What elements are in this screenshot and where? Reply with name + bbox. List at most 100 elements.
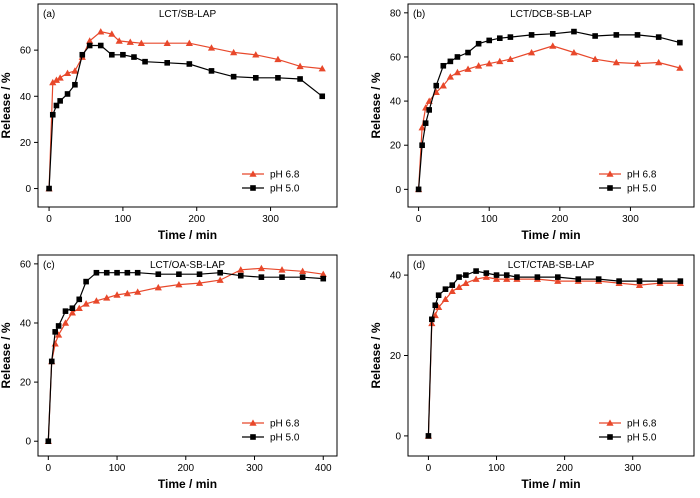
data-point bbox=[655, 34, 662, 40]
legend-label: pH 6.8 bbox=[627, 170, 657, 181]
data-point bbox=[297, 76, 303, 82]
series-line-0 bbox=[47, 267, 324, 442]
data-point bbox=[113, 291, 121, 298]
data-point bbox=[591, 55, 599, 62]
data-point bbox=[230, 48, 238, 56]
x-tick-label: 300 bbox=[262, 214, 279, 225]
data-point bbox=[677, 278, 684, 284]
data-point bbox=[433, 82, 440, 89]
legend-marker bbox=[606, 419, 614, 426]
y-tick-label: 80 bbox=[390, 8, 402, 19]
y-tick-label: 40 bbox=[20, 318, 32, 329]
data-point bbox=[534, 274, 541, 280]
data-point bbox=[195, 279, 204, 286]
data-point bbox=[429, 316, 435, 323]
data-point bbox=[462, 279, 470, 286]
data-point bbox=[108, 30, 116, 37]
x-tick-label: 100 bbox=[488, 463, 505, 474]
y-tick-label: 20 bbox=[20, 378, 32, 389]
data-point bbox=[164, 60, 170, 66]
panel-label: (c) bbox=[43, 260, 55, 271]
data-point bbox=[465, 49, 471, 56]
data-point bbox=[418, 123, 426, 131]
data-point bbox=[575, 276, 582, 282]
data-point bbox=[82, 300, 90, 307]
data-point bbox=[155, 271, 162, 278]
data-point bbox=[61, 319, 70, 326]
data-point bbox=[176, 271, 182, 278]
data-point bbox=[486, 37, 493, 44]
series-line-0 bbox=[427, 276, 681, 436]
x-tick-label: 200 bbox=[551, 214, 568, 225]
data-point bbox=[62, 308, 69, 314]
data-point bbox=[497, 35, 503, 42]
x-tick-label: 300 bbox=[246, 463, 263, 474]
data-point bbox=[441, 295, 450, 303]
data-point bbox=[676, 64, 684, 71]
data-point bbox=[55, 323, 62, 329]
data-point bbox=[592, 33, 598, 39]
data-point bbox=[71, 67, 79, 74]
data-point bbox=[109, 51, 115, 58]
legend-entry-1: pH 5.0 bbox=[599, 184, 657, 195]
data-point bbox=[435, 292, 442, 298]
series-line-1 bbox=[427, 270, 681, 436]
data-point bbox=[528, 32, 535, 38]
data-point bbox=[137, 39, 145, 47]
data-point bbox=[415, 186, 422, 193]
x-tick-label: 200 bbox=[556, 463, 573, 474]
data-point bbox=[83, 278, 89, 285]
legend-entry-0: pH 6.8 bbox=[242, 419, 300, 430]
data-point bbox=[49, 78, 57, 86]
x-tick-label: 0 bbox=[46, 463, 52, 474]
legend-marker bbox=[249, 170, 257, 177]
legend-label: pH 6.8 bbox=[627, 419, 657, 430]
data-point bbox=[134, 288, 142, 295]
legend-marker bbox=[606, 170, 614, 177]
y-axis-title: Release / % bbox=[0, 322, 13, 388]
x-tick-label: 300 bbox=[622, 214, 639, 225]
data-point bbox=[633, 59, 642, 67]
data-point bbox=[163, 39, 171, 47]
data-point bbox=[93, 269, 100, 276]
data-point bbox=[186, 61, 193, 67]
data-point bbox=[475, 40, 482, 47]
data-point bbox=[154, 283, 162, 291]
data-point bbox=[319, 270, 327, 278]
data-point bbox=[86, 37, 94, 44]
data-point bbox=[274, 55, 282, 63]
panel-0: (a) LCT/SB-LAP 0 100 200 300 0 20 40 60 Time / min… bbox=[0, 3, 338, 242]
data-point bbox=[455, 283, 463, 290]
legend-entry-1: pH 5.0 bbox=[242, 433, 300, 444]
data-point bbox=[57, 98, 63, 104]
data-point bbox=[514, 274, 520, 280]
legend-label: pH 5.0 bbox=[270, 433, 300, 444]
y-tick-label: 20 bbox=[390, 141, 402, 152]
legend-entry-0: pH 6.8 bbox=[599, 419, 657, 430]
data-point bbox=[464, 65, 472, 72]
data-point bbox=[48, 358, 55, 365]
data-point bbox=[216, 276, 224, 283]
x-tick-label: 100 bbox=[109, 463, 126, 474]
data-point bbox=[419, 142, 425, 149]
data-point bbox=[503, 275, 511, 282]
data-point bbox=[570, 48, 578, 56]
data-point bbox=[75, 304, 83, 312]
data-point bbox=[237, 272, 244, 279]
y-tick-label: 0 bbox=[395, 185, 401, 196]
data-point bbox=[571, 28, 577, 35]
data-point bbox=[454, 54, 461, 60]
series-line-0 bbox=[418, 45, 681, 190]
data-point bbox=[114, 269, 120, 276]
data-point bbox=[120, 51, 126, 58]
legend-marker bbox=[607, 434, 613, 440]
data-point bbox=[52, 76, 61, 83]
x-axis-title: Time / min bbox=[158, 228, 217, 242]
y-tick-label: 20 bbox=[390, 351, 402, 362]
data-point bbox=[635, 281, 644, 288]
data-point bbox=[549, 42, 557, 49]
y-tick-label: 0 bbox=[25, 184, 31, 195]
data-point bbox=[507, 34, 514, 40]
legend-label: pH 5.0 bbox=[627, 433, 657, 444]
panel-1: (b) LCT/DCB-SB-LAP 0 100 200 300 0 20 40 60 80 Time… bbox=[369, 3, 695, 242]
